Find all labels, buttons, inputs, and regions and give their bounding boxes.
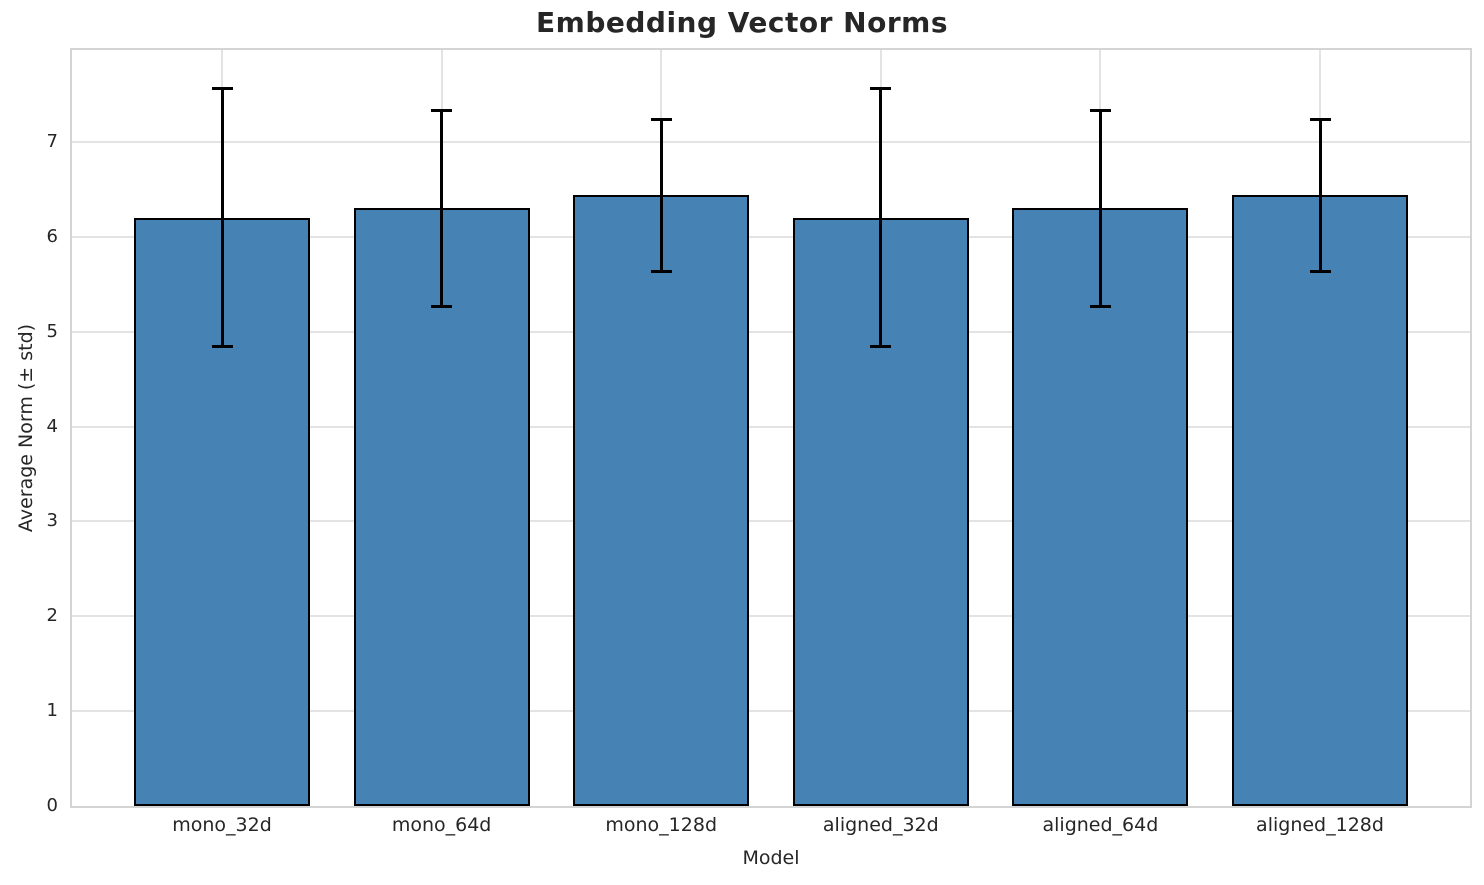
x-tick-label: mono_128d [605,814,717,836]
y-tick-label: 3 [46,510,58,532]
error-bar-cap-bottom [1309,269,1331,273]
y-tick-label: 6 [46,225,58,247]
error-bar-cap-bottom [870,345,892,349]
x-tick-label: aligned_64d [1042,814,1159,836]
error-bar-line [440,110,444,307]
x-tick-label: aligned_32d [822,814,939,836]
h-gridline [72,710,1470,713]
h-gridline [72,330,1470,333]
plot-area [70,48,1472,808]
y-tick-label: 4 [46,415,58,437]
error-bar-cap-top [211,87,233,91]
error-bar-cap-top [431,109,453,113]
error-bar-line [879,88,883,347]
error-bar-cap-top [1089,109,1111,113]
error-bar-cap-top [870,87,892,91]
h-gridline [72,520,1470,523]
bar-aligned_64d [1012,208,1189,806]
error-bar-cap-top [650,117,672,121]
h-gridline [72,235,1470,238]
y-tick-label: 2 [46,605,58,627]
y-tick-label: 1 [46,700,58,722]
bar-mono_64d [353,208,530,806]
bar-mono_128d [573,195,750,806]
h-gridline [72,425,1470,428]
chart-title: Embedding Vector Norms [536,6,948,39]
h-gridline [72,141,1470,143]
error-bar-cap-bottom [211,345,233,349]
x-tick-label: mono_32d [172,814,272,836]
error-bar-cap-bottom [1089,304,1111,308]
error-bar-line [1318,119,1322,271]
y-tick-label: 5 [46,320,58,342]
x-axis-label: Model [742,847,800,869]
error-bar-cap-bottom [650,269,672,273]
y-tick-label: 7 [46,131,58,152]
h-gridline [72,615,1470,618]
y-tick-label: 0 [46,795,58,816]
error-bar-line [659,119,663,271]
error-bar-line [1098,110,1102,307]
error-bar-cap-bottom [431,304,453,308]
x-tick-label: mono_64d [391,814,492,836]
bar-aligned_128d [1232,195,1408,806]
error-bar-cap-top [1309,117,1331,121]
error-bar-line [220,88,224,347]
x-tick-label: aligned_128d [1256,814,1384,836]
